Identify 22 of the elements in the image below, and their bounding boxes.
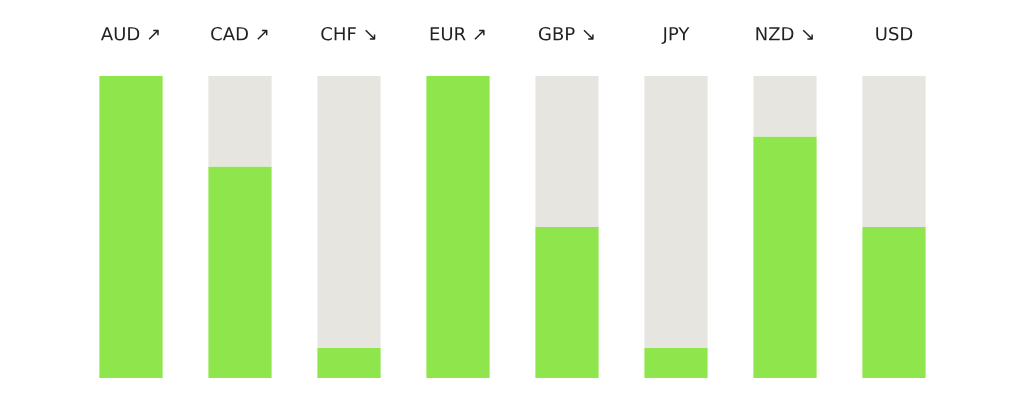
bar — [753, 136, 817, 378]
bar — [317, 347, 381, 378]
bar — [862, 227, 926, 378]
x-tick-label: CAD ↗ — [211, 26, 268, 41]
bar — [535, 227, 599, 378]
bar — [753, 76, 817, 137]
bar — [208, 166, 272, 378]
x-tick-label: GBP ↘ — [538, 26, 594, 41]
bar — [644, 347, 708, 378]
x-tick-label: NZD ↘ — [756, 27, 813, 41]
x-tick-label: JPY — [661, 27, 690, 44]
bar — [208, 76, 272, 167]
bar — [535, 76, 599, 227]
bar — [426, 76, 490, 378]
x-tick-label: USD — [876, 26, 913, 41]
bar — [862, 76, 926, 227]
bar — [644, 76, 708, 348]
x-tick-label: CHF ↘ — [321, 26, 376, 41]
bar — [99, 76, 163, 378]
x-tick-label: AUD ↗ — [100, 27, 159, 41]
x-tick-label: EUR ↗ — [430, 27, 485, 41]
bar — [317, 76, 381, 348]
